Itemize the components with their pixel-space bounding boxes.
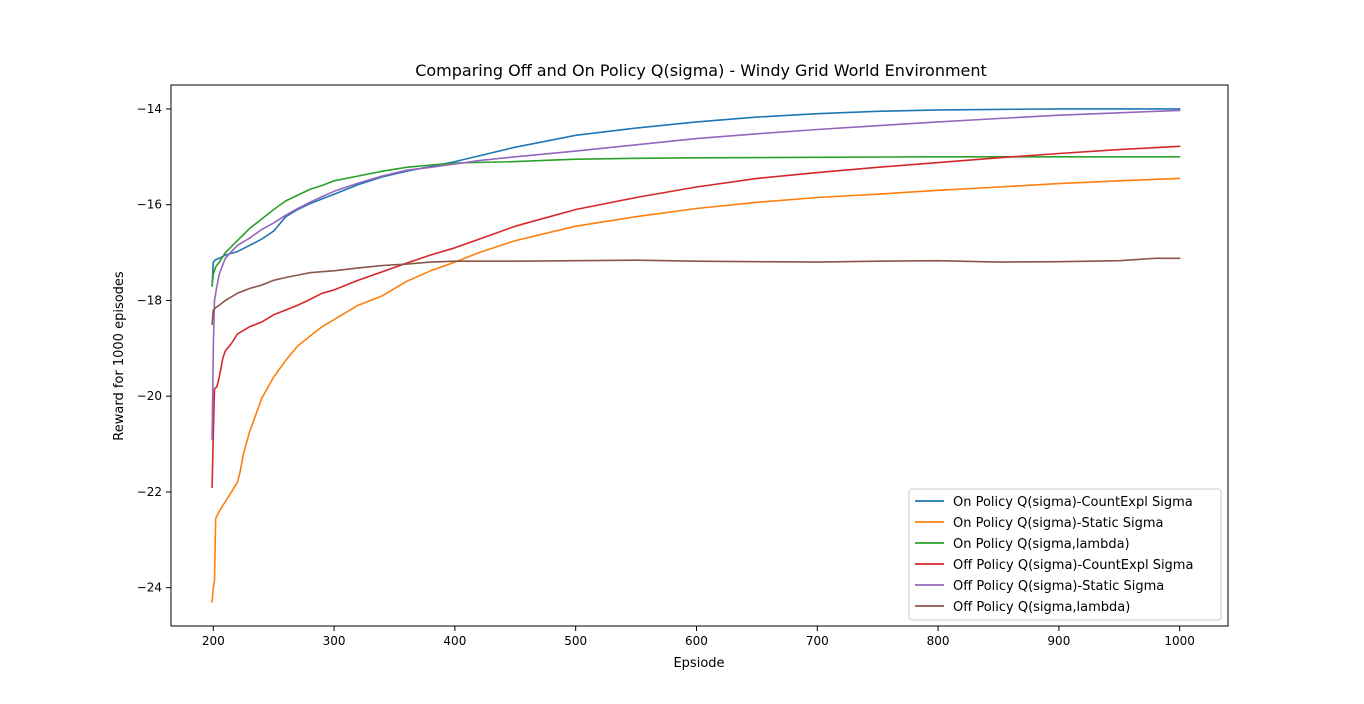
series-line-4 xyxy=(211,145,1181,489)
series-lines xyxy=(211,108,1181,603)
y-tick-label: −20 xyxy=(137,389,162,403)
x-tick-label: 300 xyxy=(323,634,346,648)
y-tick-label: −18 xyxy=(137,293,162,307)
legend: On Policy Q(sigma)-CountExpl Sigma On Pol… xyxy=(908,488,1222,621)
x-tick-label: 600 xyxy=(685,634,708,648)
legend-label-3: On Policy Q(sigma,lambda) xyxy=(953,537,1130,552)
series-line-2 xyxy=(211,177,1181,603)
x-tick-label: 500 xyxy=(564,634,587,648)
legend-items: On Policy Q(sigma)-CountExpl Sigma On Pol… xyxy=(915,495,1193,615)
legend-label-1: On Policy Q(sigma)-CountExpl Sigma xyxy=(953,495,1193,510)
plot-area xyxy=(170,84,1229,627)
x-tick-label: 700 xyxy=(806,634,829,648)
legend-label-5: Off Policy Q(sigma)-Static Sigma xyxy=(953,579,1164,594)
legend-frame xyxy=(908,488,1222,621)
chart-title: Comparing Off and On Policy Q(sigma) - W… xyxy=(415,61,987,80)
x-tick-label: 800 xyxy=(927,634,950,648)
legend-label-6: Off Policy Q(sigma,lambda) xyxy=(953,600,1130,615)
x-tick-label: 900 xyxy=(1047,634,1070,648)
x-tick-label: 1000 xyxy=(1164,634,1195,648)
series-line-6 xyxy=(211,257,1181,326)
y-tick-label: −16 xyxy=(137,198,162,212)
y-tick-label: −24 xyxy=(137,581,162,595)
series-line-5 xyxy=(211,109,1181,441)
y-tick-label: −22 xyxy=(137,485,162,499)
x-axis: 200 300 400 500 600 700 800 900 1000 xyxy=(202,626,1195,648)
y-tick-label: −14 xyxy=(137,102,162,116)
y-axis: −24 −22 −20 −18 −16 −14 xyxy=(137,102,171,595)
x-tick-label: 200 xyxy=(202,634,225,648)
x-tick-label: 400 xyxy=(443,634,466,648)
series-line-3 xyxy=(211,156,1181,287)
plot-frame xyxy=(170,84,1229,627)
x-axis-label: Epsiode xyxy=(673,656,724,671)
legend-label-4: Off Policy Q(sigma)-CountExpl Sigma xyxy=(953,558,1193,573)
series-line-1 xyxy=(211,108,1181,287)
legend-label-2: On Policy Q(sigma)-Static Sigma xyxy=(953,516,1164,531)
y-axis-label: Reward for 1000 episodes xyxy=(112,271,127,441)
